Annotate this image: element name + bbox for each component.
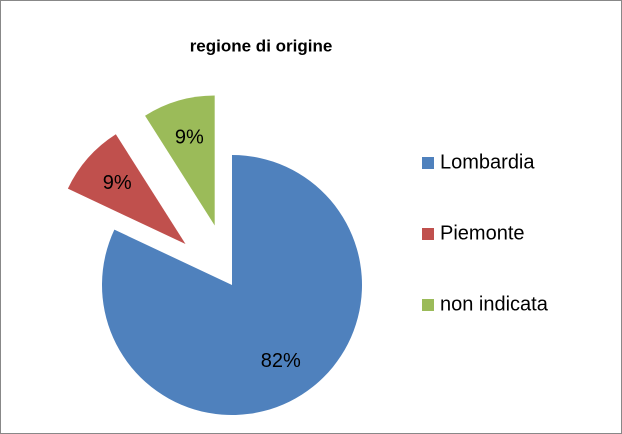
data-label: 82%: [261, 350, 301, 372]
data-label: 9%: [103, 172, 132, 194]
legend-swatch: [422, 228, 434, 240]
chart-title: regione di origine: [190, 36, 333, 55]
data-label: 9%: [175, 126, 204, 148]
legend-label: Lombardia: [440, 151, 535, 173]
pie-slice: [101, 155, 363, 415]
pie-slice: [145, 95, 215, 226]
legend-swatch: [422, 299, 434, 311]
pie-slice: [67, 134, 186, 244]
legend-label: Piemonte: [440, 222, 525, 244]
legend-swatch: [422, 157, 434, 169]
legend-label: non indicata: [440, 293, 549, 315]
